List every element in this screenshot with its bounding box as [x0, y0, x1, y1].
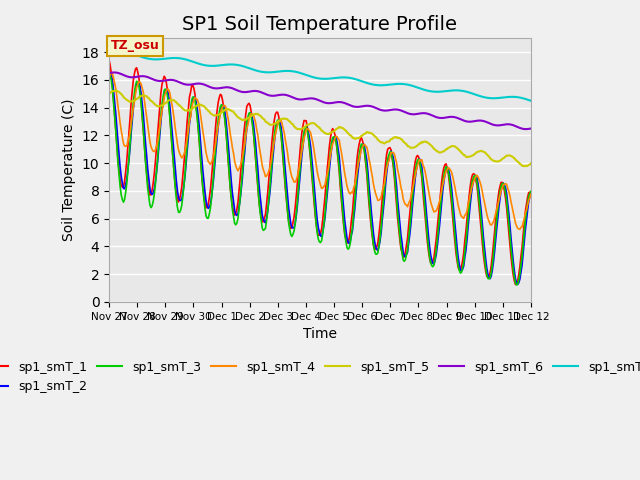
sp1_smT_6 — [522, 126, 529, 132]
sp1_smT_1 — [106, 57, 113, 63]
sp1_smT_6 — [134, 74, 141, 80]
sp1_smT_5 — [526, 162, 534, 168]
sp1_smT_4 — [526, 195, 534, 201]
sp1_smT_2 — [526, 194, 534, 200]
sp1_smT_4 — [108, 71, 115, 76]
sp1_smT_7 — [134, 53, 141, 59]
sp1_smT_2 — [407, 222, 415, 228]
sp1_smT_5 — [121, 95, 129, 101]
X-axis label: Time: Time — [303, 327, 337, 341]
sp1_smT_7 — [323, 76, 331, 82]
sp1_smT_5 — [407, 145, 415, 151]
sp1_smT_3 — [106, 70, 113, 75]
sp1_smT_2 — [106, 71, 114, 76]
sp1_smT_5 — [527, 160, 534, 166]
Text: TZ_osu: TZ_osu — [111, 39, 159, 52]
sp1_smT_5 — [112, 87, 120, 93]
Y-axis label: Soil Temperature (C): Soil Temperature (C) — [62, 99, 76, 241]
sp1_smT_1 — [511, 282, 519, 288]
Line: sp1_smT_5: sp1_smT_5 — [109, 90, 531, 166]
sp1_smT_6 — [111, 70, 118, 75]
sp1_smT_3 — [120, 199, 127, 205]
sp1_smT_3 — [468, 178, 476, 183]
sp1_smT_3 — [406, 226, 413, 231]
sp1_smT_7 — [106, 49, 113, 55]
sp1_smT_2 — [134, 79, 141, 85]
sp1_smT_2 — [470, 177, 477, 183]
Line: sp1_smT_2: sp1_smT_2 — [109, 73, 531, 285]
sp1_smT_1 — [322, 180, 330, 186]
sp1_smT_6 — [323, 100, 331, 106]
sp1_smT_1 — [527, 190, 534, 195]
sp1_smT_5 — [520, 163, 528, 169]
sp1_smT_3 — [527, 189, 534, 194]
sp1_smT_7 — [525, 97, 532, 103]
sp1_smT_5 — [106, 91, 113, 96]
Line: sp1_smT_4: sp1_smT_4 — [109, 73, 531, 229]
sp1_smT_4 — [407, 195, 415, 201]
Title: SP1 Soil Temperature Profile: SP1 Soil Temperature Profile — [182, 15, 458, 34]
sp1_smT_2 — [527, 190, 534, 195]
sp1_smT_7 — [470, 91, 477, 97]
sp1_smT_4 — [121, 143, 129, 149]
sp1_smT_2 — [323, 192, 331, 198]
sp1_smT_7 — [121, 49, 129, 55]
Line: sp1_smT_7: sp1_smT_7 — [109, 51, 531, 101]
sp1_smT_6 — [106, 70, 113, 76]
sp1_smT_4 — [470, 179, 477, 185]
sp1_smT_2 — [514, 282, 522, 288]
sp1_smT_6 — [526, 126, 534, 132]
sp1_smT_3 — [133, 78, 141, 84]
sp1_smT_6 — [470, 119, 477, 124]
sp1_smT_4 — [516, 227, 524, 232]
sp1_smT_6 — [121, 72, 129, 78]
Line: sp1_smT_6: sp1_smT_6 — [109, 72, 531, 129]
sp1_smT_4 — [527, 191, 534, 197]
sp1_smT_5 — [134, 96, 141, 101]
sp1_smT_2 — [121, 186, 129, 192]
sp1_smT_4 — [106, 74, 113, 80]
sp1_smT_1 — [406, 211, 413, 217]
sp1_smT_3 — [322, 198, 330, 204]
sp1_smT_6 — [527, 126, 534, 132]
Line: sp1_smT_3: sp1_smT_3 — [109, 72, 531, 285]
sp1_smT_1 — [133, 65, 141, 71]
sp1_smT_1 — [525, 190, 532, 196]
sp1_smT_4 — [134, 82, 141, 87]
sp1_smT_1 — [468, 172, 476, 178]
sp1_smT_4 — [323, 172, 331, 178]
Legend: sp1_smT_1, sp1_smT_2, sp1_smT_3, sp1_smT_4, sp1_smT_5, sp1_smT_6, sp1_smT_7: sp1_smT_1, sp1_smT_2, sp1_smT_3, sp1_smT… — [0, 356, 640, 398]
sp1_smT_3 — [513, 282, 520, 288]
sp1_smT_7 — [115, 48, 123, 54]
sp1_smT_5 — [470, 152, 477, 158]
sp1_smT_7 — [527, 98, 534, 104]
sp1_smT_6 — [407, 111, 415, 117]
sp1_smT_7 — [407, 83, 415, 88]
sp1_smT_2 — [106, 71, 113, 77]
sp1_smT_1 — [120, 184, 127, 190]
Line: sp1_smT_1: sp1_smT_1 — [109, 60, 531, 285]
sp1_smT_5 — [323, 131, 331, 137]
sp1_smT_3 — [525, 193, 532, 199]
